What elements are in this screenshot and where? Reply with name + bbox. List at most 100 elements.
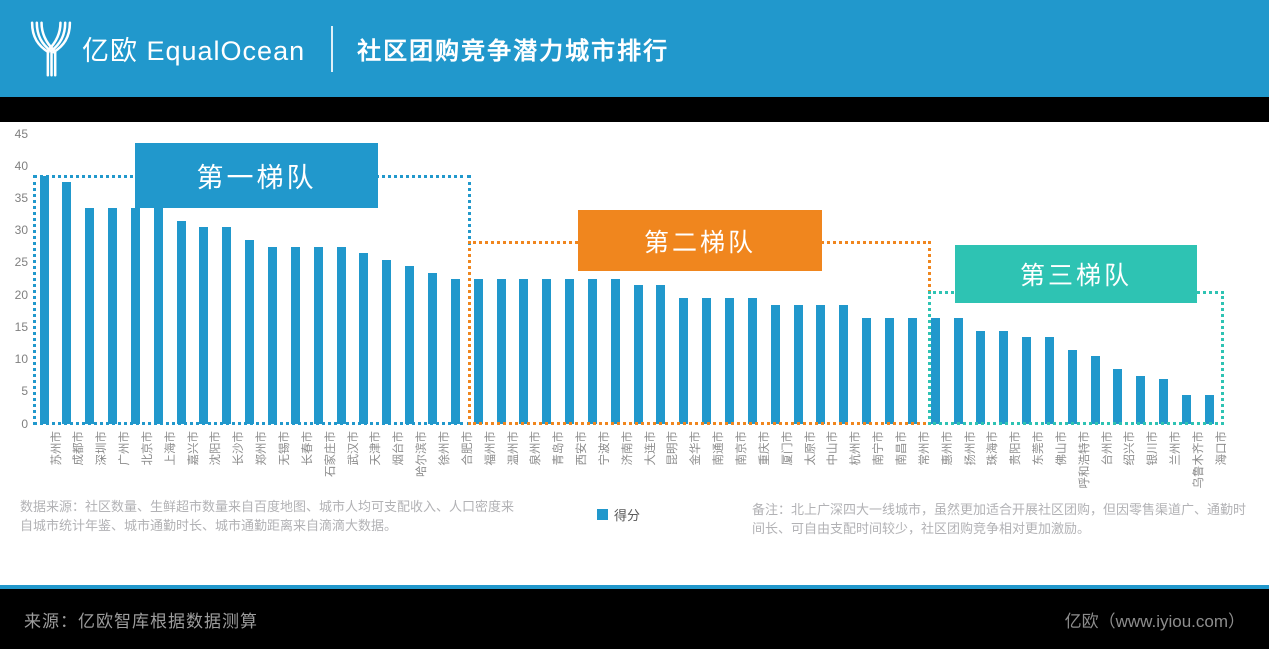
bar (1159, 378, 1169, 424)
bar (587, 279, 597, 424)
tier3-outline (928, 291, 1224, 425)
bar (222, 227, 232, 424)
bar (268, 246, 277, 424)
bar (793, 304, 803, 424)
bar (999, 330, 1009, 424)
bar (496, 279, 506, 424)
bar (359, 253, 369, 424)
x-axis-label: 常州市 (918, 431, 931, 466)
bar (747, 298, 757, 424)
x-axis-label: 长沙市 (233, 431, 246, 466)
x-axis-label: 哈尔滨市 (416, 431, 429, 477)
x-axis-label: 中山市 (827, 431, 840, 466)
legend: 得分 (597, 505, 640, 524)
x-axis-label: 绍兴市 (1124, 431, 1137, 466)
bar (519, 279, 529, 424)
bar (450, 279, 460, 424)
x-axis-label: 西安市 (576, 431, 589, 466)
x-axis-label: 重庆市 (758, 431, 771, 466)
x-axis-label: 无锡市 (279, 431, 291, 466)
bar (679, 298, 689, 424)
y-axis-tick: 15 (14, 319, 28, 334)
bar (1090, 356, 1100, 424)
tier1-label: 第一梯队 (135, 143, 378, 208)
y-axis-tick: 35 (14, 190, 28, 205)
tier3-label: 第三梯队 (955, 245, 1197, 303)
bar (405, 266, 415, 424)
x-axis-label: 南昌市 (895, 431, 908, 466)
x-axis-label: 贵阳市 (1010, 431, 1023, 466)
bar (39, 175, 49, 424)
x-axis-label: 佛山市 (1055, 431, 1068, 466)
y-axis-tick: 10 (14, 352, 28, 367)
legend-swatch-icon (597, 509, 608, 520)
x-axis-label: 石家庄市 (324, 431, 337, 477)
bar (245, 240, 255, 424)
x-axis-label: 天津市 (370, 431, 383, 466)
x-axis-label: 合肥市 (461, 431, 474, 466)
x-axis-label: 南通市 (713, 431, 726, 466)
x-axis-label: 金华市 (690, 431, 703, 466)
bar (1113, 369, 1123, 424)
bar (130, 208, 140, 424)
bar (565, 279, 575, 424)
x-axis-label: 温州市 (507, 431, 520, 466)
x-axis-label: 苏州市 (50, 431, 63, 466)
x-axis-label: 福州市 (484, 431, 497, 466)
x-axis-label: 银川市 (1147, 431, 1160, 466)
x-axis-label: 南京市 (736, 431, 748, 466)
bar (176, 221, 186, 424)
x-axis-label: 乌鲁木齐市 (1193, 431, 1205, 489)
x-axis-label: 成都市 (73, 431, 86, 466)
equalocean-logo-icon (30, 20, 72, 77)
x-axis-label: 大连市 (644, 431, 657, 466)
x-axis-label: 惠州市 (941, 431, 954, 466)
footer: 来源：亿欧智库根据数据测算 亿欧（www.iyiou.com） (0, 585, 1269, 649)
bar (336, 246, 346, 424)
brand-name: 亿欧 EqualOcean (82, 36, 306, 66)
bar (839, 304, 849, 424)
bar (382, 259, 392, 424)
x-axis-label: 珠海市 (987, 431, 1000, 466)
y-axis-tick: 45 (14, 126, 28, 141)
x-axis-label: 杭州市 (850, 431, 863, 466)
y-axis-tick: 40 (14, 158, 28, 173)
footer-source: 来源：亿欧智库根据数据测算 (24, 611, 258, 631)
x-axis-label: 嘉兴市 (187, 431, 200, 466)
tier2-label: 第二梯队 (578, 210, 822, 271)
x-axis-label: 广州市 (119, 431, 132, 466)
x-axis-label: 太原市 (804, 431, 817, 466)
bar (199, 227, 209, 424)
bar (884, 317, 894, 424)
bar (313, 246, 323, 424)
x-axis-label: 郑州市 (256, 431, 269, 466)
footnote-data-source: 数据来源：社区数量、生鲜超市数量来自百度地图、城市人均可支配收入、人口密度来自城… (20, 499, 515, 533)
bar (976, 330, 986, 424)
x-axis-label: 济南市 (621, 431, 634, 466)
x-axis-label: 徐州市 (438, 431, 451, 466)
x-axis-label: 武汉市 (347, 431, 360, 466)
x-axis-label: 海口市 (1215, 431, 1228, 466)
bar (1022, 337, 1032, 424)
bar (153, 208, 163, 424)
bar (610, 279, 620, 424)
legend-label: 得分 (614, 508, 641, 523)
bar (1182, 395, 1191, 424)
x-axis-label: 北京市 (141, 431, 154, 466)
x-axis-label: 昆明市 (667, 431, 680, 466)
header-divider (331, 25, 334, 72)
x-axis-label: 泉州市 (530, 431, 543, 466)
header: 亿欧 EqualOcean 社区团购竞争潜力城市排行 (0, 0, 1269, 97)
x-axis-label: 沈阳市 (210, 431, 223, 466)
bar (656, 285, 666, 424)
x-axis-label: 兰州市 (1170, 431, 1183, 466)
x-axis-label: 呼和浩特市 (1078, 431, 1091, 489)
footnote-remark: 备注：北上广深四大一线城市，虽然更加适合开展社区团购，但因零售渠道广、通勤时间长… (752, 502, 1247, 536)
bar (85, 208, 95, 424)
x-axis-label: 台州市 (1101, 431, 1114, 466)
bar (907, 317, 917, 424)
bar (702, 298, 712, 424)
bar (930, 317, 940, 424)
bar (633, 285, 643, 424)
